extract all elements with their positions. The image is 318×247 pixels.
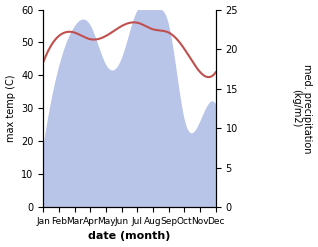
X-axis label: date (month): date (month) — [88, 231, 171, 242]
Y-axis label: max temp (C): max temp (C) — [5, 75, 16, 142]
Y-axis label: med. precipitation
(kg/m2): med. precipitation (kg/m2) — [291, 64, 313, 153]
